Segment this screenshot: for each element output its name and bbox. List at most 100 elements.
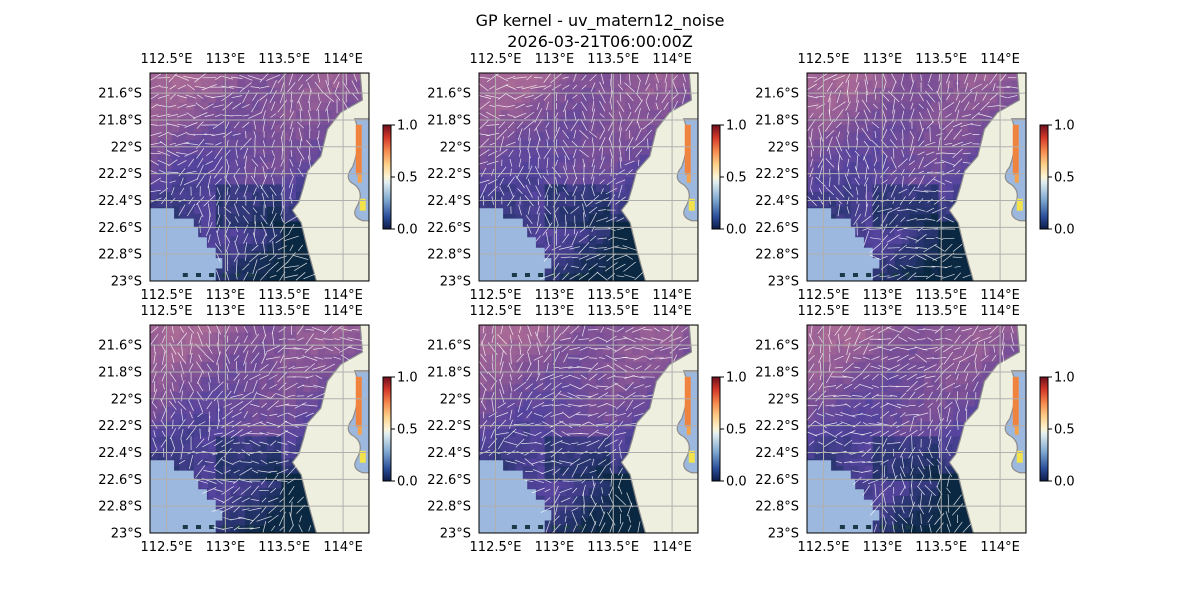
field-cell [223, 391, 231, 400]
quiver-arrow [627, 111, 632, 120]
field-cell [171, 206, 180, 215]
quiver-arrow [284, 420, 299, 428]
field-cell [230, 80, 239, 89]
field-cell [288, 184, 297, 193]
field-cell [266, 191, 275, 200]
field-cell [617, 229, 626, 238]
field-cell [230, 73, 239, 82]
colorbar [382, 376, 392, 482]
field-cell [552, 199, 560, 208]
field-cell [288, 154, 297, 163]
field-cell [252, 525, 261, 533]
quiver-arrow [207, 175, 212, 188]
field-cell [537, 184, 546, 193]
field-cell [223, 147, 231, 156]
field-cell [325, 362, 334, 371]
field-cell [296, 273, 304, 281]
quiver-arrow [231, 95, 242, 99]
field-cell [537, 132, 546, 141]
quiver-arrow [906, 208, 918, 212]
field-cell [281, 184, 290, 193]
field-cell [588, 258, 597, 267]
field-cell [515, 73, 524, 82]
field-cell [164, 87, 173, 96]
field-cell [157, 362, 166, 371]
quiver-arrow [573, 130, 577, 139]
quiver-arrow [579, 225, 589, 233]
field-cell [288, 214, 297, 223]
field-cell [296, 429, 304, 438]
field-cell [244, 488, 253, 497]
quiver-arrow [352, 92, 359, 101]
field-cell [266, 384, 275, 393]
quiver-arrow [214, 489, 223, 492]
field-cell [215, 243, 224, 252]
quiver-arrow [901, 110, 905, 121]
field-cell [310, 347, 319, 356]
quiver-arrow [618, 111, 623, 120]
field-cell [179, 95, 188, 104]
quiver-arrow [213, 166, 223, 179]
quiver-arrow [280, 225, 285, 233]
quiver-arrow [289, 512, 294, 526]
quiver-arrow [293, 411, 308, 418]
field-cell [610, 73, 619, 82]
quiver-arrow [962, 162, 971, 164]
field-cell [193, 391, 202, 400]
field-cell [310, 273, 319, 281]
field-cell [901, 191, 910, 200]
quiver-arrow [215, 178, 222, 186]
field-cell [931, 266, 939, 275]
field-cell [171, 369, 180, 378]
field-cell [953, 266, 961, 275]
field-cell [164, 154, 173, 163]
quiver-arrow [208, 185, 211, 197]
field-cell [274, 458, 282, 467]
field-cell [208, 481, 217, 490]
field-cell [201, 73, 209, 82]
field-cell [625, 258, 633, 267]
field-cell [923, 258, 932, 267]
quiver-arrow [853, 213, 862, 226]
quiver-arrow [515, 175, 525, 189]
lon-tick-label-bottom: 113°E [206, 288, 246, 303]
quiver-arrow [534, 118, 543, 132]
field-cell [215, 154, 224, 163]
map-frame [149, 72, 370, 282]
quiver-arrow [573, 73, 577, 82]
field-cell [215, 458, 224, 467]
field-cell [288, 451, 297, 460]
quiver-arrow [305, 328, 315, 331]
quiver-arrow [570, 206, 580, 214]
field-cell [288, 332, 297, 341]
field-cell [566, 73, 575, 82]
field-cell [193, 139, 202, 148]
field-cell [858, 147, 866, 156]
field-cell [807, 184, 815, 193]
field-cell [296, 229, 304, 238]
quiver-arrow [260, 413, 268, 417]
field-cell [654, 80, 663, 89]
field-cell [310, 110, 319, 119]
quiver-arrow [244, 156, 247, 170]
quiver-arrow [942, 216, 954, 223]
field-cell [259, 117, 268, 126]
field-cell [486, 147, 495, 156]
quiver-arrow [869, 254, 882, 261]
field-cell [252, 214, 261, 223]
field-cell [259, 347, 268, 356]
quiver-arrow [216, 224, 221, 234]
field-cell [945, 87, 954, 96]
field-cell [880, 206, 888, 215]
field-cell [244, 466, 253, 475]
field-cell [953, 184, 961, 193]
field-cell [303, 258, 312, 267]
field-cell [923, 95, 932, 104]
field-cell [244, 443, 253, 452]
field-cell [201, 221, 209, 230]
field-cell [610, 132, 619, 141]
field-cell [595, 236, 604, 245]
quiver-arrow [214, 113, 222, 118]
lat-tick-label: 21.8°S [98, 114, 142, 129]
field-cell [288, 87, 297, 96]
